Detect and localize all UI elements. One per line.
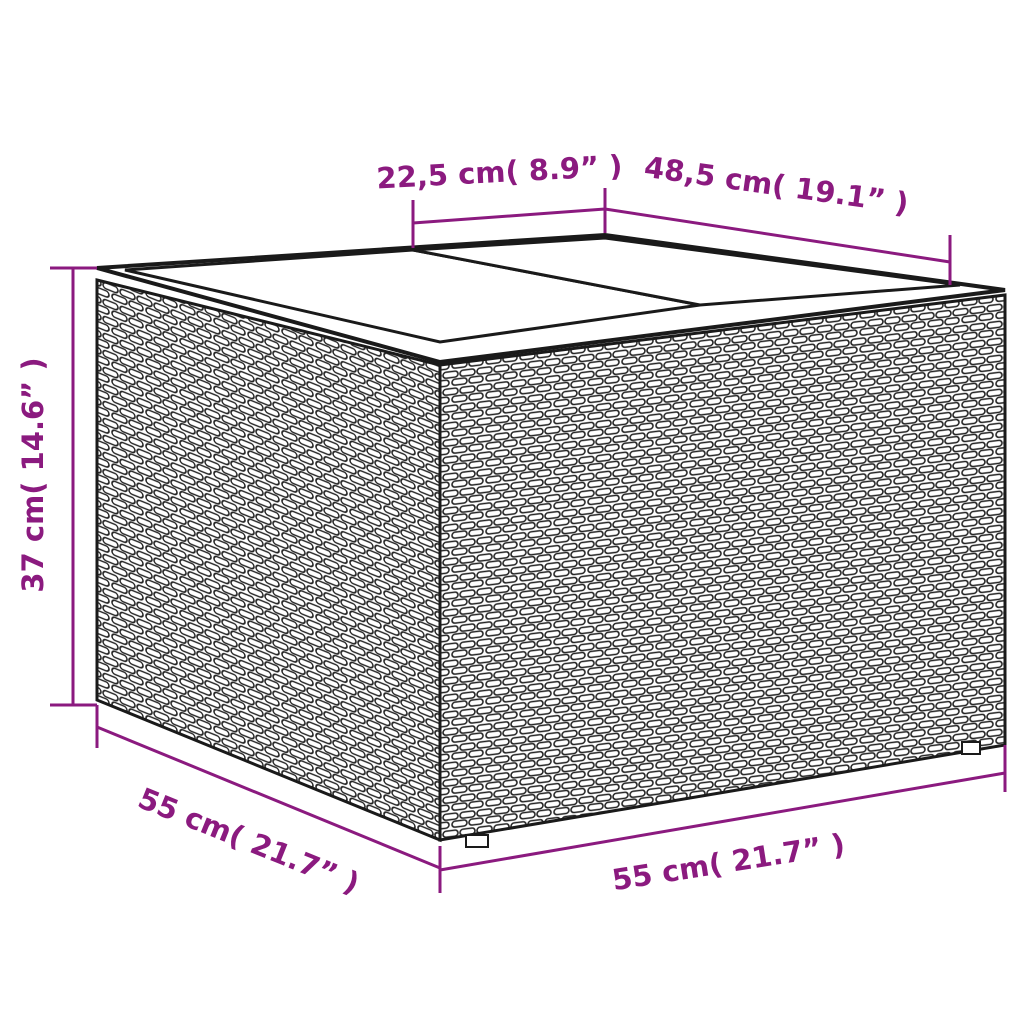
box-foot xyxy=(465,834,489,848)
label-bottom-width: 55 cm( 21.7” ) xyxy=(610,827,848,897)
label-bottom-left-depth: 55 cm( 21.7” ) xyxy=(133,781,364,901)
dim-bottom-left-line xyxy=(96,725,441,870)
dim-top-depth-line xyxy=(604,207,951,264)
label-top-segment: 22,5 cm( 8.9” ) xyxy=(376,149,624,196)
rattan-storage-box xyxy=(95,232,1007,848)
dimension-lines xyxy=(50,188,1007,893)
box-left-face xyxy=(95,278,442,843)
box-foot xyxy=(961,741,981,755)
dim-top-segment-line xyxy=(412,207,606,225)
dim-bottom-width-line xyxy=(439,771,1006,872)
label-top-depth: 48,5 cm( 19.1” ) xyxy=(642,150,911,221)
glass-top-right-panel xyxy=(412,236,961,307)
label-height: 37 cm( 14.6” ) xyxy=(16,357,50,592)
box-right-face xyxy=(438,293,1007,842)
